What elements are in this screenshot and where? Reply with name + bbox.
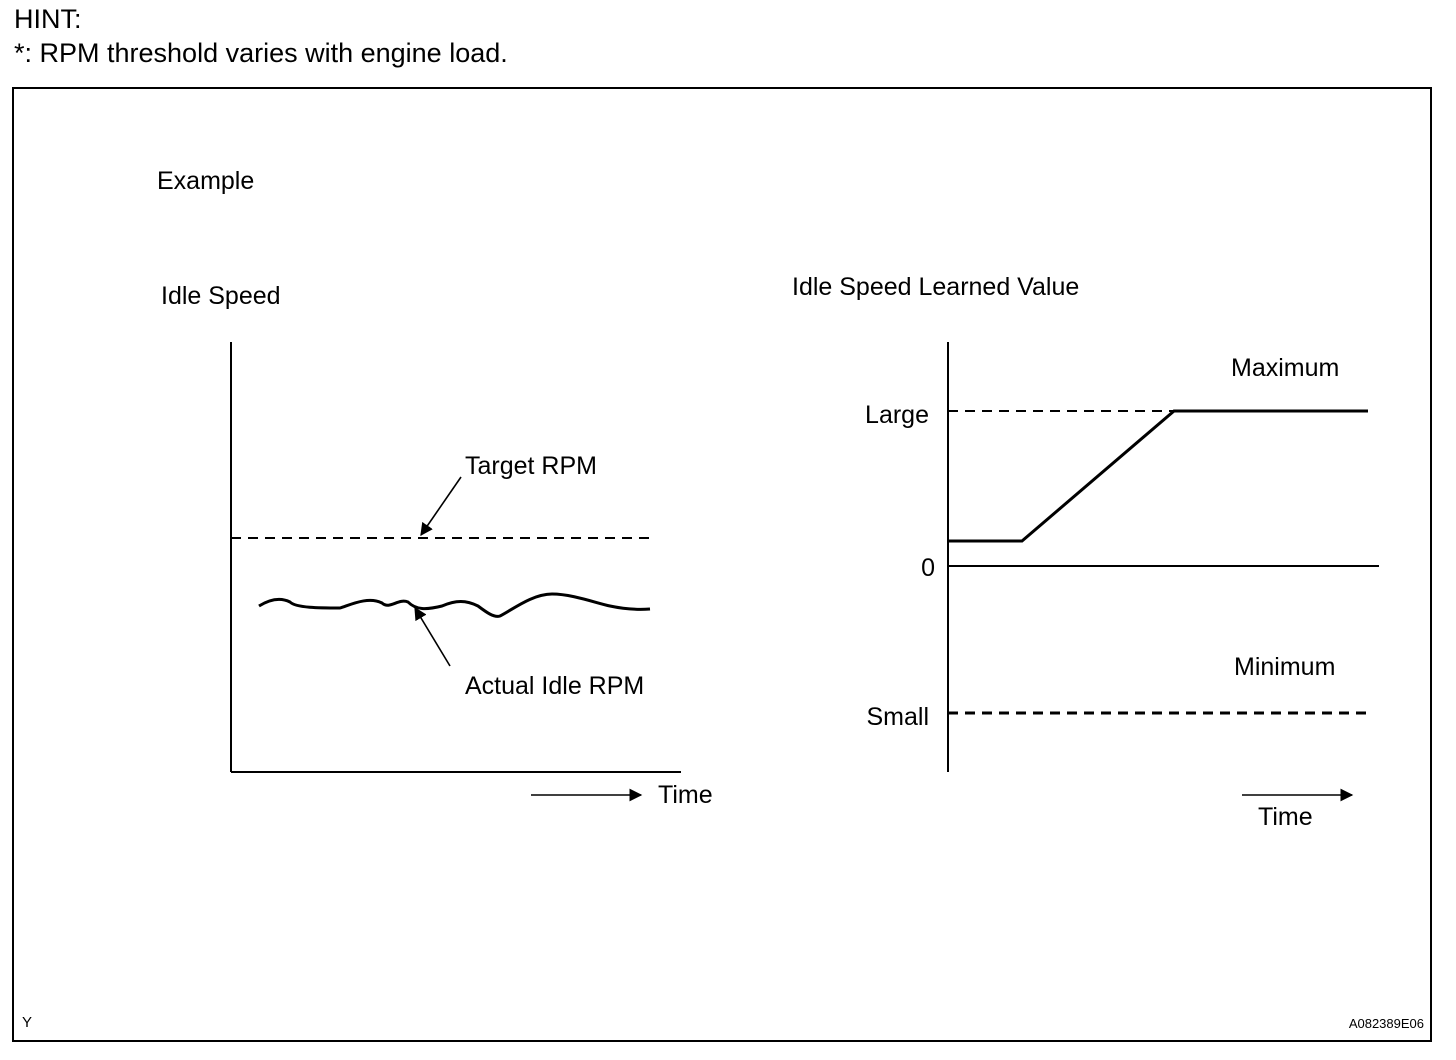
target-rpm-label: Target RPM [465,452,597,480]
corner-y-label: Y [22,1014,32,1031]
right-chart-title: Idle Speed Learned Value [792,273,1079,301]
large-label: Large [865,401,929,429]
figure-frame [12,87,1432,1042]
zero-label: 0 [921,554,935,582]
actual-rpm-pointer [414,606,451,667]
example-label: Example [157,167,254,195]
learned-value-line [948,409,1368,543]
minimum-label: Minimum [1234,653,1335,681]
hint-title: HINT: [14,4,82,34]
small-label: Small [866,703,929,731]
right-time-label: Time [1258,803,1313,831]
left-chart-title: Idle Speed [161,282,281,310]
target-rpm-pointer [420,476,462,537]
left-time-label: Time [658,781,713,809]
actual-rpm-label: Actual Idle RPM [465,672,644,700]
maximum-label: Maximum [1231,354,1339,382]
hint-note: *: RPM threshold varies with engine load… [14,38,508,68]
figure-code: A082389E06 [1349,1016,1424,1031]
actual-idle-rpm-curve [258,592,651,618]
